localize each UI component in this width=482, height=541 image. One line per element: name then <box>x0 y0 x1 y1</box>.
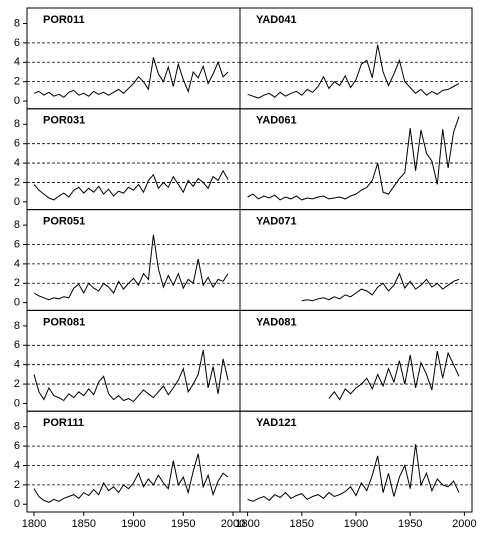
y-tick-label: 8 <box>14 219 20 231</box>
panel-title: POR051 <box>43 216 85 228</box>
x-tick-label: 1850 <box>71 518 95 530</box>
y-tick-label: 2 <box>14 479 20 491</box>
x-tick-label: 1900 <box>344 518 368 530</box>
y-tick-label: 0 <box>14 498 20 510</box>
x-tick-label: 1950 <box>171 518 195 530</box>
y-tick-label: 6 <box>14 138 20 150</box>
x-tick-label: 1850 <box>290 518 314 530</box>
panel-title: POR031 <box>43 115 85 127</box>
panel-title: POR011 <box>43 14 85 26</box>
series-line <box>247 44 460 99</box>
y-tick-label: 0 <box>14 297 20 309</box>
y-tick-label: 2 <box>14 176 20 188</box>
y-tick-label: 2 <box>14 76 20 88</box>
panel-title: YAD121 <box>256 417 297 429</box>
panel-title: POR111 <box>43 417 84 429</box>
series-line <box>33 453 229 503</box>
panel-title: POR081 <box>43 316 85 328</box>
panel-title: YAD081 <box>256 316 297 328</box>
series-line <box>33 349 229 403</box>
y-tick-label: 6 <box>14 440 20 452</box>
series-line <box>247 444 460 502</box>
x-tick-label: 1950 <box>398 518 422 530</box>
x-tick-label: 2000 <box>221 518 245 530</box>
series-line <box>328 351 460 401</box>
y-tick-label: 8 <box>14 17 20 29</box>
panel-title: YAD041 <box>256 14 297 26</box>
panel-title: YAD061 <box>256 115 297 127</box>
x-tick-label: 1800 <box>235 518 259 530</box>
y-tick-label: 8 <box>14 320 20 332</box>
series-line <box>33 234 229 301</box>
series-line <box>33 169 229 201</box>
y-tick-label: 0 <box>14 397 20 409</box>
y-tick-label: 4 <box>14 56 20 68</box>
y-tick-label: 4 <box>14 459 20 471</box>
y-tick-label: 4 <box>14 258 20 270</box>
panel-title: YAD071 <box>256 216 297 228</box>
y-tick-label: 6 <box>14 37 20 49</box>
series-line <box>33 57 229 98</box>
y-tick-label: 4 <box>14 359 20 371</box>
y-tick-label: 6 <box>14 238 20 250</box>
y-tick-label: 6 <box>14 339 20 351</box>
x-tick-label: 2000 <box>452 518 476 530</box>
series-line <box>301 272 460 302</box>
y-tick-label: 0 <box>14 95 20 107</box>
y-tick-label: 0 <box>14 196 20 208</box>
y-tick-label: 4 <box>14 157 20 169</box>
y-tick-label: 2 <box>14 277 20 289</box>
x-tick-label: 1800 <box>22 518 46 530</box>
y-tick-label: 2 <box>14 378 20 390</box>
series-line <box>247 116 460 201</box>
y-tick-label: 8 <box>14 421 20 433</box>
panel-frame <box>239 410 473 513</box>
x-tick-label: 1900 <box>121 518 145 530</box>
y-tick-label: 8 <box>14 118 20 130</box>
